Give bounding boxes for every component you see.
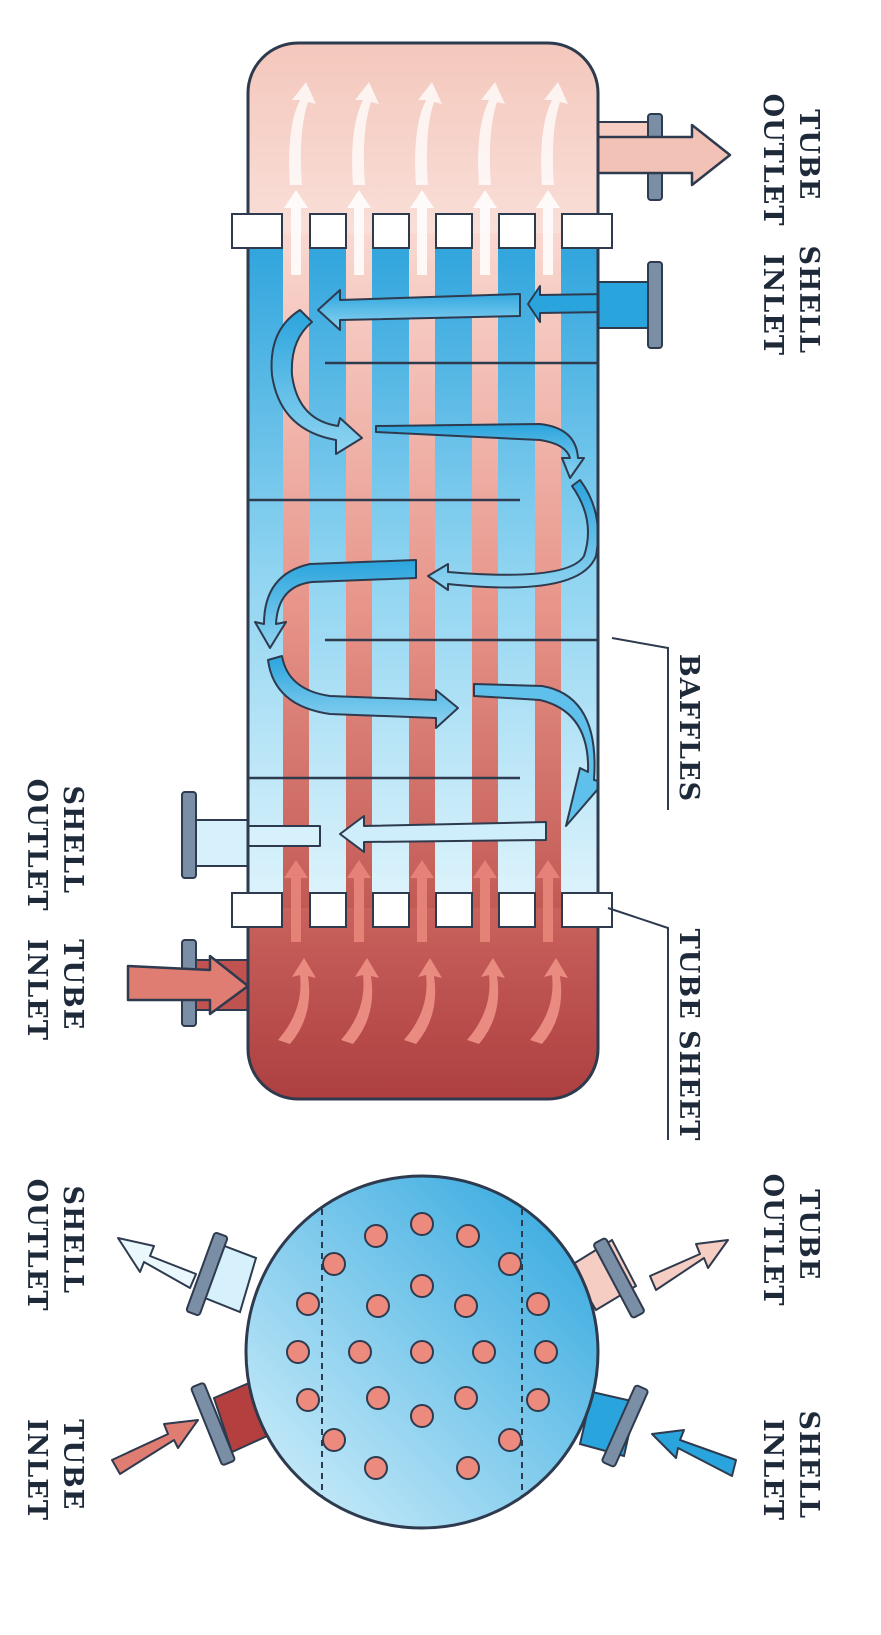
label-shell-inlet: SHELL INLET [757, 246, 824, 365]
cross-tube-inlet-arrow [111, 1419, 199, 1475]
tube-exit-arrows [284, 190, 560, 275]
cross-section-view [111, 1174, 737, 1530]
tube-outlet-arrow [580, 123, 732, 187]
leader-lines [607, 637, 669, 1140]
tube-inlet-flow [278, 958, 568, 1044]
shell-outlet-nozzle [181, 791, 251, 879]
label-shell-outlet: SHELL OUTLET [21, 779, 88, 912]
cross-tube-outlet-nozzle [568, 1237, 729, 1319]
label-cross-shell-inlet: SHELL INLET [757, 1411, 824, 1530]
tube-outlet-nozzle [580, 113, 732, 201]
tube-entry-arrows [284, 860, 560, 942]
label-cross-tube-outlet: TUBE OUTLET [757, 1174, 824, 1307]
shell-side-flow [248, 285, 598, 859]
cross-tube-outlet-arrow [649, 1239, 729, 1291]
vessel-body [248, 43, 598, 1099]
tube-sheet-top [231, 213, 613, 249]
label-tube-sheet: TUBE SHEET [673, 929, 704, 1142]
vessel-outline [246, 41, 600, 1101]
cross-shell-outlet-arrow [117, 1237, 197, 1289]
cross-tubes [286, 1212, 558, 1480]
tube-sheet-bottom [231, 892, 613, 928]
label-tube-inlet: TUBE INLET [21, 939, 88, 1041]
cross-shell-inlet-nozzle [578, 1384, 737, 1477]
label-tube-outlet: TUBE OUTLET [757, 94, 824, 227]
label-cross-tube-inlet: TUBE INLET [21, 1419, 88, 1521]
cross-shell-inlet-arrow [651, 1429, 737, 1477]
cross-shell-outlet-nozzle [117, 1231, 258, 1317]
main-view [126, 41, 732, 1140]
labels: TUBE OUTLET SHELL INLET BAFFLES TUBE SHE… [21, 94, 824, 1530]
label-baffles: BAFFLES [673, 654, 704, 802]
tube-outlet-flow [289, 82, 568, 185]
shell-inlet-nozzle [595, 261, 663, 349]
cross-baffles [321, 1176, 523, 1528]
label-cross-shell-outlet: SHELL OUTLET [21, 1179, 88, 1312]
tube-inlet-arrow [126, 954, 250, 1016]
baffles [248, 361, 598, 780]
